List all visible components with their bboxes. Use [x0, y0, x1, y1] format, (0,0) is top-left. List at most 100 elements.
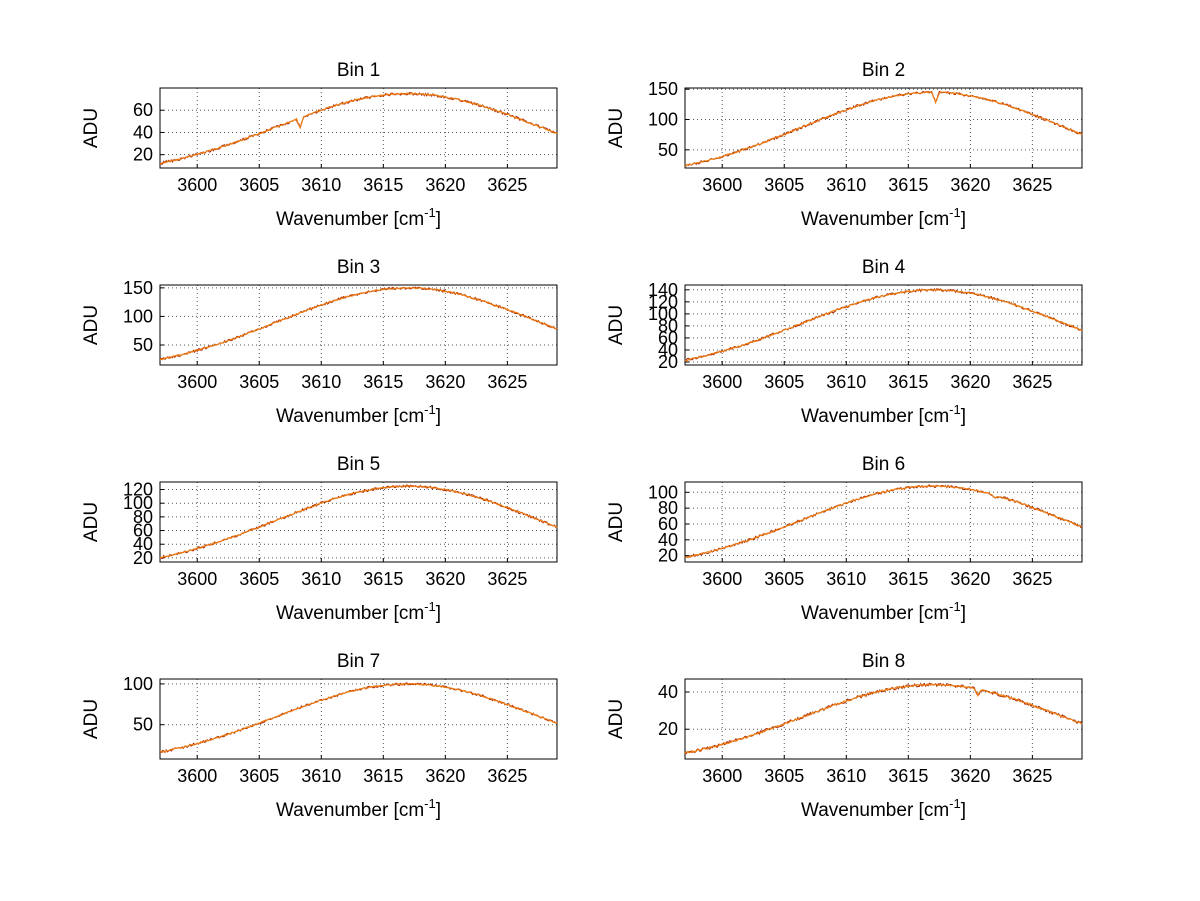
x-tick-label: 3625	[487, 372, 527, 392]
x-tick-label: 3625	[1012, 766, 1052, 786]
x-tick-label: 3620	[425, 766, 465, 786]
y-tick-label: 20	[658, 546, 678, 566]
subplot-bin-6: Bin 6 3600 3605 3610 3615 3620 3625 20406080100…	[606, 454, 1083, 624]
x-tick-label: 3615	[888, 766, 928, 786]
y-tick-label: 140	[648, 280, 678, 300]
spectrum-trace-over	[159, 484, 558, 559]
spectrum-trace-under	[684, 287, 1083, 362]
spectrum-trace-under	[684, 484, 1083, 558]
x-tick-label: 3605	[764, 372, 804, 392]
x-tick-label: 3610	[301, 569, 341, 589]
y-tick-label: 100	[648, 304, 678, 324]
y-tick-label: 100	[123, 674, 153, 694]
y-axis-label: ADU	[81, 108, 102, 148]
y-tick-label: 80	[133, 507, 153, 527]
y-axis-label: ADU	[606, 305, 627, 345]
x-tick-label: 3620	[425, 175, 465, 195]
y-tick-label: 50	[658, 140, 678, 160]
y-tick-label: 150	[648, 79, 678, 99]
spectrum-trace-under	[684, 90, 1083, 167]
x-axis-label: Wavenumber [cm-1]	[801, 796, 966, 821]
plot-box	[684, 678, 1083, 760]
subplot-title: Bin 4	[862, 257, 906, 278]
x-tick-label: 3605	[764, 766, 804, 786]
plot-box	[159, 87, 558, 169]
plot-box	[684, 284, 1083, 366]
spectrum-trace-over	[159, 92, 558, 165]
x-tick-label: 3615	[363, 766, 403, 786]
x-tick-label: 3610	[301, 175, 341, 195]
spectrum-trace-over	[159, 682, 557, 754]
spectrum-trace-over	[684, 288, 1082, 362]
x-tick-label: 3610	[826, 372, 866, 392]
x-tick-label: 3600	[702, 766, 742, 786]
x-tick-label: 3600	[177, 569, 217, 589]
spectrum-trace-over	[684, 91, 1083, 167]
x-axis-label: Wavenumber [cm-1]	[276, 205, 441, 230]
y-axis-label: ADU	[81, 502, 102, 542]
x-tick-label: 3620	[950, 569, 990, 589]
subplot-title: Bin 2	[862, 60, 905, 81]
x-tick-label: 3600	[177, 175, 217, 195]
y-tick-label: 20	[658, 352, 678, 372]
x-tick-label: 3615	[363, 372, 403, 392]
y-tick-label: 40	[658, 530, 678, 550]
subplot-bin-2: Bin 2 3600 3605 3610 3615 3620 3625 50 100 150 ADU…	[606, 60, 1083, 230]
y-axis-label: ADU	[81, 699, 102, 739]
subplot-bin-8: Bin 8 3600 3605 3610 3615 3620 3625 20 40 ADU Wave…	[606, 651, 1083, 821]
x-tick-label: 3625	[1012, 569, 1052, 589]
subplot-title: Bin 8	[862, 651, 905, 672]
subplot-bin-7: Bin 7 3600 3605 3610 3615 3620 3625 50 100 ADU Wav…	[81, 651, 558, 821]
spectrum-trace-under	[684, 682, 1083, 755]
x-tick-label: 3605	[239, 766, 279, 786]
y-tick-label: 20	[658, 719, 678, 739]
y-axis-label: ADU	[606, 699, 627, 739]
spectrum-trace-under	[159, 484, 558, 559]
y-tick-label: 60	[133, 100, 153, 120]
x-tick-label: 3625	[487, 175, 527, 195]
x-tick-label: 3605	[239, 372, 279, 392]
x-tick-label: 3625	[487, 766, 527, 786]
spectrum-trace-over	[160, 286, 558, 361]
x-tick-label: 3620	[950, 175, 990, 195]
y-tick-label: 100	[648, 482, 678, 502]
spectrum-trace-under	[160, 286, 558, 361]
y-tick-label: 100	[123, 493, 153, 513]
x-tick-label: 3610	[301, 766, 341, 786]
x-tick-label: 3610	[301, 372, 341, 392]
x-axis-label: Wavenumber [cm-1]	[276, 599, 441, 624]
subplot-title: Bin 6	[862, 454, 905, 475]
x-tick-label: 3600	[177, 766, 217, 786]
subplot-title: Bin 7	[337, 651, 380, 672]
subplot-bin-5: Bin 5 3600 3605 3610 3615 3620 3625 20406080100…	[81, 454, 558, 624]
x-tick-label: 3605	[239, 175, 279, 195]
x-tick-label: 3605	[764, 175, 804, 195]
y-tick-label: 80	[658, 498, 678, 518]
x-tick-label: 3615	[363, 175, 403, 195]
x-tick-label: 3615	[888, 569, 928, 589]
y-tick-label: 120	[123, 480, 153, 500]
plot-box	[159, 284, 558, 366]
subplot-title: Bin 1	[337, 60, 380, 81]
y-tick-label: 100	[648, 110, 678, 130]
spectrum-trace-over	[685, 484, 1083, 559]
y-tick-label: 40	[133, 534, 153, 554]
y-tick-label: 50	[133, 715, 153, 735]
y-tick-label: 80	[658, 316, 678, 336]
x-axis-label: Wavenumber [cm-1]	[801, 205, 966, 230]
x-axis-label: Wavenumber [cm-1]	[801, 599, 966, 624]
spectrum-trace-over	[684, 682, 1083, 754]
x-axis-label: Wavenumber [cm-1]	[276, 402, 441, 427]
x-tick-label: 3610	[826, 766, 866, 786]
x-tick-label: 3600	[702, 372, 742, 392]
x-tick-label: 3620	[950, 766, 990, 786]
subplot-title: Bin 5	[337, 454, 380, 475]
x-tick-label: 3625	[1012, 372, 1052, 392]
y-axis-label: ADU	[606, 502, 627, 542]
y-tick-label: 60	[658, 514, 678, 534]
y-axis-label: ADU	[81, 305, 102, 345]
y-tick-label: 150	[123, 278, 153, 298]
